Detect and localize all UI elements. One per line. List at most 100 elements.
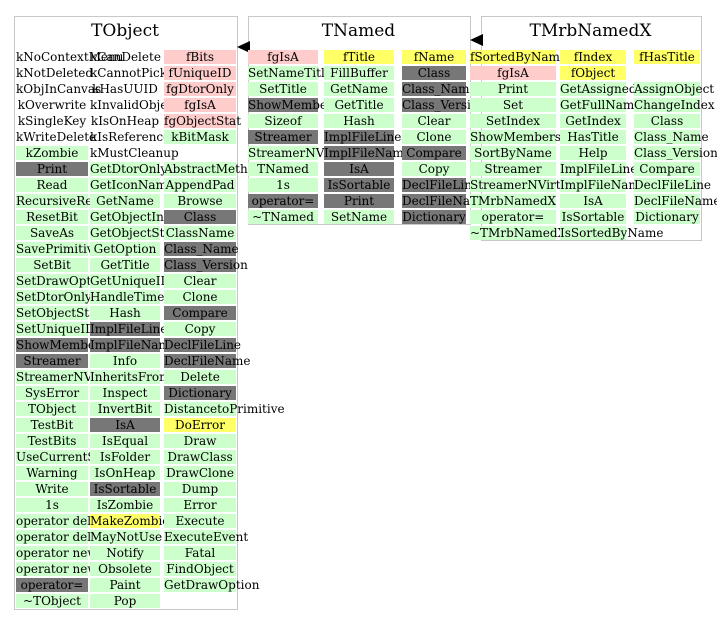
member-cell: kIsOnHeap <box>90 114 160 128</box>
tobject-column-3: fBits fUniqueID fgDtorOnly fgIsA fgObjectSta… <box>164 50 285 594</box>
tobject-column-2: kCanDelete kCannotPick kHasUUID kInvalidObj… <box>90 50 179 610</box>
member-cell: GetOption <box>90 242 160 256</box>
member-cell: fgDtorOnly <box>164 82 236 96</box>
member-cell: operator delete <box>16 514 111 528</box>
member-cell: fObject <box>560 66 626 80</box>
member-cell: operator= <box>470 210 556 224</box>
member-cell: fName <box>402 50 466 64</box>
class-title-tmrbnamedx: TMrbNamedX <box>529 21 652 41</box>
member-cell: IsSortedByName <box>560 226 664 240</box>
tobject-column-1: kNoContextMenu kNotDeleted kObjInCanvas kOv… <box>16 50 125 610</box>
member-cell: Sizeof <box>248 114 318 128</box>
member-cell: GetTitle <box>90 258 160 272</box>
member-cell: Compare <box>634 162 700 176</box>
member-cell: InvertBit <box>90 402 160 416</box>
member-cell: ShowMembers <box>16 338 107 352</box>
member-cell: Dictionary <box>634 210 700 224</box>
member-cell: Class_Name <box>402 82 477 96</box>
member-cell: Clear <box>164 274 236 288</box>
member-cell: DeclFileName <box>634 194 717 208</box>
member-cell: fBits <box>164 50 236 64</box>
member-cell: kObjInCanvas <box>16 82 102 96</box>
member-cell: Copy <box>164 322 236 336</box>
member-cell: GetName <box>324 82 394 96</box>
member-cell: Notify <box>90 546 160 560</box>
member-cell: InheritsFrom <box>90 370 171 384</box>
member-cell: operator= <box>16 578 88 592</box>
member-cell: fUniqueID <box>164 66 236 80</box>
member-cell: Delete <box>164 370 236 384</box>
member-cell: Pop <box>90 594 160 608</box>
member-cell: kOverwrite <box>17 98 87 112</box>
member-cell: ChangeIndex <box>634 98 715 112</box>
member-cell: TNamed <box>248 162 318 176</box>
member-cell: GetDrawOption <box>164 578 260 592</box>
member-cell: Paint <box>90 578 160 592</box>
member-cell: StreamerNVirtual <box>470 178 580 192</box>
member-cell: ClassName <box>164 226 236 240</box>
class-title-tnamed: TNamed <box>321 21 396 41</box>
member-cell: kHasUUID <box>92 82 158 96</box>
member-cell: Class_Name <box>164 242 239 256</box>
member-cell: IsSortable <box>560 210 626 224</box>
member-cell: AssignObject <box>634 82 715 96</box>
member-cell: HandleTimer <box>90 290 171 304</box>
member-cell: operator new[] <box>16 562 107 576</box>
member-cell: HasTitle <box>560 130 626 144</box>
member-cell: ResetBit <box>16 210 88 224</box>
member-cell: Streamer <box>470 162 556 176</box>
inheritance-arrowhead-tmrbnamedx-to-tnamed <box>470 34 483 46</box>
member-cell: Fatal <box>164 546 236 560</box>
member-cell: SetObjectStat <box>16 306 102 320</box>
member-cell <box>634 66 700 80</box>
member-cell: ShowMembers <box>248 98 339 112</box>
member-cell: DeclFileName <box>402 194 489 208</box>
member-cell: operator new <box>16 546 98 560</box>
member-cell: Set <box>470 98 556 112</box>
class-title-tobject: TObject <box>91 21 159 41</box>
member-cell: SetTitle <box>248 82 318 96</box>
member-cell: DeclFileName <box>164 354 251 368</box>
member-cell: Dump <box>164 482 236 496</box>
member-cell: StreamerNVirtual <box>248 146 358 160</box>
member-cell: SaveAs <box>16 226 88 240</box>
member-cell: Class <box>634 114 700 128</box>
member-cell: fIndex <box>560 50 626 64</box>
member-cell: TestBits <box>16 434 88 448</box>
member-cell: IsA <box>560 194 626 208</box>
member-cell: RecursiveRemove <box>16 194 125 208</box>
member-cell: Class_Version <box>634 146 717 160</box>
member-cell: fgIsA <box>248 50 318 64</box>
member-cell: Inspect <box>90 386 160 400</box>
member-cell: GetIconName <box>90 178 175 192</box>
member-cell: GetObjectInfo <box>90 210 176 224</box>
member-cell: TMrbNamedX <box>470 194 557 208</box>
member-cell: DeclFileLine <box>164 338 242 352</box>
member-cell: SetDtorOnly <box>16 290 92 304</box>
member-cell: kBitMask <box>164 130 236 144</box>
member-cell: Streamer <box>248 130 318 144</box>
member-cell: kNoContextMenu <box>16 50 124 64</box>
member-cell: SortByName <box>470 146 556 160</box>
member-cell: MayNotUse <box>90 530 163 544</box>
member-cell: GetObjectStat <box>90 226 177 240</box>
member-cell: ~TMrbNamedX <box>470 226 567 240</box>
member-cell: Clone <box>402 130 466 144</box>
member-cell: Hash <box>90 306 160 320</box>
member-cell: kZombie <box>16 146 88 160</box>
member-cell: Write <box>16 482 88 496</box>
member-cell: Class <box>402 66 466 80</box>
member-cell: DeclFileLine <box>634 178 712 192</box>
member-cell: Dictionary <box>164 386 236 400</box>
tmrbnamedx-column-3: fHasTitle AssignObject ChangeIndex Class Cla… <box>634 50 717 226</box>
tmrbnamedx-column-1: fSortedByName fgIsA Print Set SetIndex ShowMe… <box>470 50 580 242</box>
tnamed-column-2: fTitle FillBuffer GetName GetTitle Hash ImplF… <box>324 50 411 226</box>
member-cell: GetIndex <box>560 114 626 128</box>
member-cell: Hash <box>324 114 394 128</box>
member-cell: SetBit <box>16 258 88 272</box>
member-cell: TestBit <box>16 418 88 432</box>
tmrbnamedx-column-2: fIndex fObject GetAssignedObject GetFullNam… <box>560 50 676 242</box>
member-cell: DrawClone <box>164 466 236 480</box>
tnamed-column-1: fgIsA SetNameTitle SetTitle ShowMembers Size… <box>248 50 358 226</box>
member-cell: FillBuffer <box>324 66 394 80</box>
